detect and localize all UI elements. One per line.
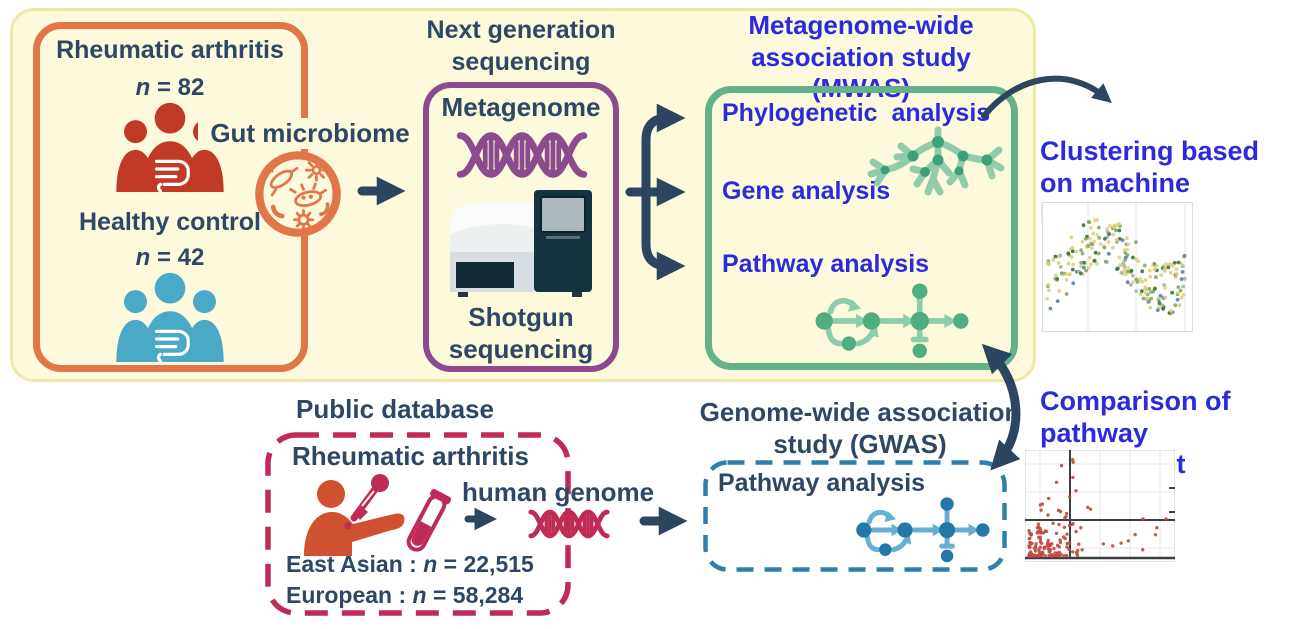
metagenome-label: Metagenome	[441, 92, 601, 122]
human-genome-label: human genome	[462, 477, 655, 507]
person-icon	[304, 480, 405, 556]
gwas-pathway-label: Pathway analysis	[718, 469, 926, 497]
public-database-title: Public database	[296, 394, 494, 424]
enrichment-scatter-plot	[1025, 450, 1175, 562]
test-tube-icon	[406, 488, 452, 552]
gwas-title-line1: Genome-wide association	[699, 397, 1021, 427]
gwas-title-line2: study (GWAS)	[773, 429, 947, 459]
intestine-icon	[154, 159, 190, 192]
gut-microbiome-icon	[255, 151, 341, 237]
mwas-item-gene: Gene analysis	[722, 177, 891, 205]
pathway-icon-mwas	[815, 283, 969, 358]
gut-microbiome-label: Gut microbiome	[198, 118, 422, 149]
pdb-european-n: European : n = 58,284	[286, 582, 524, 608]
pdb-east-asian-n: East Asian : n = 22,515	[286, 551, 534, 577]
ra-cohort-n: n = 82	[135, 74, 205, 101]
sequencer-icon	[450, 190, 592, 297]
clustering-label-line1: Clustering based	[1040, 136, 1260, 166]
clustering-scatter-plot	[1042, 202, 1193, 332]
comparison-label-line1: Comparison of	[1040, 386, 1231, 416]
dna-icon-human-genome	[528, 509, 610, 539]
ra-cohort-label: Rheumatic arthritis	[56, 36, 284, 64]
mwas-item-phylogenetic: Phylogenetic analysis	[722, 99, 991, 127]
ngs-title-line1: Next generation	[426, 16, 616, 44]
pathway-icon-gwas	[856, 497, 990, 563]
intestine-icon	[154, 329, 190, 362]
mwas-item-pathway: Pathway analysis	[722, 250, 930, 278]
dna-icon-metagenome	[456, 132, 588, 178]
pdb-ra-label: Rheumatic arthritis	[292, 441, 529, 471]
mwas-title-line1: Metagenome-wide	[748, 10, 974, 40]
people-group-icon-hc	[116, 272, 224, 362]
hc-cohort-n: n = 42	[135, 244, 205, 271]
gwas-box	[703, 460, 1007, 572]
ngs-box	[423, 82, 619, 372]
dropper-icon	[344, 474, 389, 530]
mwas-title-line2: association study (MWAS)	[751, 42, 971, 103]
shotgun-label-line1: Shotgun	[468, 302, 574, 332]
hc-cohort-label: Healthy control	[79, 208, 261, 236]
phylogenetic-tree-icon	[867, 126, 1005, 196]
shotgun-label-line2: sequencing	[448, 334, 594, 364]
sampling-illustration	[304, 474, 452, 556]
mwas-box	[705, 86, 1018, 370]
ngs-title-line2: sequencing	[451, 48, 591, 76]
